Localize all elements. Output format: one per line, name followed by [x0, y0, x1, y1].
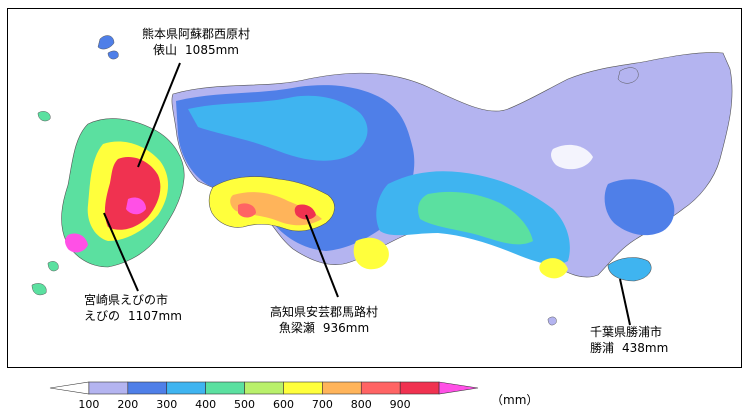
- legend-color-swatch: [206, 382, 245, 394]
- callout-station: 魚梁瀬: [279, 321, 315, 335]
- callout-place: 千葉県勝浦市: [590, 324, 668, 340]
- legend-tick-label: 600: [268, 398, 298, 411]
- legend-tick-label: 400: [191, 398, 221, 411]
- legend-color-swatch: [400, 382, 439, 394]
- legend-color-swatch: [439, 382, 478, 394]
- legend-color-swatch: [50, 382, 89, 394]
- yakushima-island: [48, 261, 58, 271]
- callout-place: 熊本県阿蘇郡西原村: [142, 26, 250, 42]
- legend-tick-label: 200: [113, 398, 143, 411]
- honshu-island: [172, 53, 732, 281]
- legend-color-swatch: [167, 382, 206, 394]
- callout-value: 1107mm: [128, 309, 182, 323]
- callout-station: えびの: [84, 309, 120, 323]
- goto-islands: [38, 111, 50, 121]
- callout-value: 936mm: [323, 321, 369, 335]
- callout-place: 高知県安芸郡馬路村: [270, 304, 378, 320]
- izu-island: [548, 317, 556, 325]
- callout-tawarayama: 熊本県阿蘇郡西原村 俵山 1085mm: [142, 26, 250, 58]
- legend-color-swatch: [128, 382, 167, 394]
- legend-unit: （mm）: [491, 391, 538, 408]
- callout-ebino: 宮崎県えびの市 えびの 1107mm: [84, 292, 182, 324]
- legend-tick-label: 500: [230, 398, 260, 411]
- legend-color-swatch: [89, 382, 128, 394]
- legend-tick-label: 300: [152, 398, 182, 411]
- kyushu-island: [62, 119, 185, 267]
- legend-tick-label: 700: [307, 398, 337, 411]
- callout-value: 1085mm: [185, 43, 239, 57]
- boso-peninsula: [608, 258, 651, 281]
- noto-island: [108, 51, 118, 59]
- legend-color-swatch: [361, 382, 400, 394]
- legend-tick-label: 900: [385, 398, 415, 411]
- callout-value: 438mm: [622, 341, 668, 355]
- legend-tick-label: 800: [346, 398, 376, 411]
- legend-color-swatch: [322, 382, 361, 394]
- legend-tick-label: 100: [74, 398, 104, 411]
- callout-station: 勝浦: [590, 341, 614, 355]
- callout-katsuura: 千葉県勝浦市 勝浦 438mm: [590, 324, 668, 356]
- callout-yanase: 高知県安芸郡馬路村 魚梁瀬 936mm: [270, 304, 378, 336]
- tsushima-island: [98, 36, 114, 50]
- legend-color-swatch: [245, 382, 284, 394]
- callout-station: 俵山: [153, 43, 177, 57]
- legend-color-swatch: [283, 382, 322, 394]
- callout-line-katsuura: [620, 279, 630, 325]
- amami-island: [32, 283, 46, 295]
- callout-place: 宮崎県えびの市: [84, 292, 182, 308]
